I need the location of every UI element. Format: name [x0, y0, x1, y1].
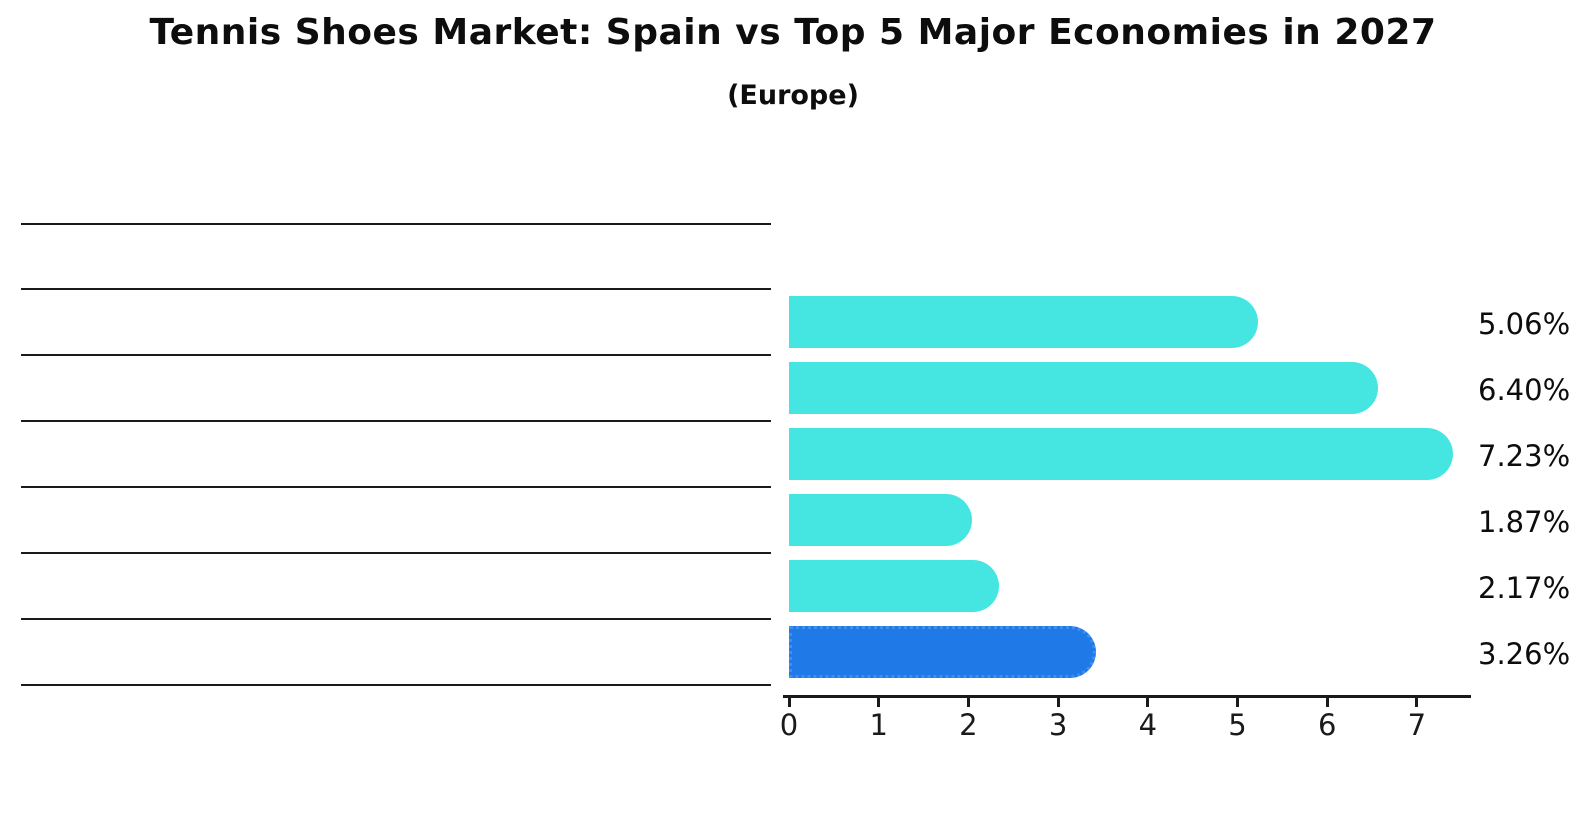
bar-value-label: 2.17%: [1478, 571, 1571, 605]
x-axis-tick: [787, 698, 791, 707]
table-row: [21, 422, 771, 488]
x-axis-tick: [877, 698, 881, 707]
bar-value-label: 3.26%: [1478, 637, 1571, 671]
table-header-row: [21, 223, 771, 290]
table-row: [21, 488, 771, 554]
table-body: [21, 290, 771, 686]
bar-value-label: 1.87%: [1478, 505, 1571, 539]
x-axis-tick: [1146, 698, 1150, 707]
chart-subtitle: (Europe): [727, 80, 859, 111]
x-axis-line: [783, 695, 1471, 698]
x-axis-tick: [1236, 698, 1239, 707]
x-axis-tick-label: 7: [1407, 708, 1427, 742]
x-axis-tick-label: 4: [1138, 708, 1158, 742]
x-axis-tick-label: 3: [1048, 708, 1068, 742]
bar: [789, 362, 1378, 414]
table-row: [21, 620, 771, 686]
x-axis-tick-label: 5: [1228, 708, 1247, 742]
x-axis-tick-label: 6: [1317, 708, 1337, 742]
country-table: [21, 223, 771, 686]
bar: [789, 428, 1453, 480]
table-row: [21, 356, 771, 422]
bar: [789, 296, 1258, 348]
chart-title: Tennis Shoes Market: Spain vs Top 5 Majo…: [149, 12, 1437, 53]
x-axis-tick: [1056, 698, 1060, 707]
bar: [789, 494, 972, 546]
table-row: [21, 290, 771, 356]
bar: [789, 560, 999, 612]
x-axis-tick: [1415, 698, 1419, 707]
x-axis-tick: [1325, 698, 1329, 707]
x-axis-tick-label: 0: [779, 708, 799, 742]
x-axis-tick-label: 1: [869, 708, 888, 742]
table-row: [21, 554, 771, 620]
bar-value-label: 7.23%: [1478, 439, 1571, 473]
bar-value-label: 5.06%: [1478, 307, 1571, 341]
bar-value-label: 6.40%: [1478, 373, 1571, 407]
bar-spain-highlighted: [789, 626, 1096, 678]
x-axis-tick-label: 2: [959, 708, 978, 742]
x-axis-tick: [966, 698, 970, 707]
